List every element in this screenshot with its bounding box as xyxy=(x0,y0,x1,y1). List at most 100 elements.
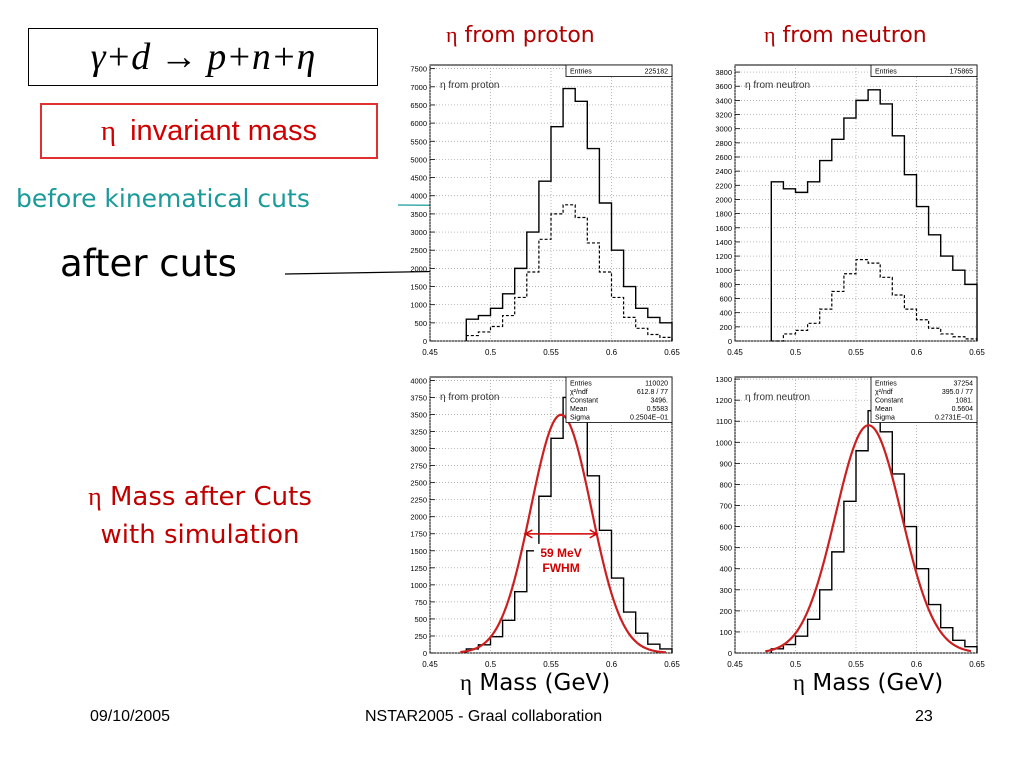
y-tick-label: 2750 xyxy=(410,462,427,471)
stats-key: Constant xyxy=(875,398,903,405)
stats-key: Entries xyxy=(875,381,897,388)
y-tick-label: 1750 xyxy=(410,530,427,539)
footer-center: NSTAR2005 - Graal collaboration xyxy=(365,708,603,725)
reaction-equation: γ+d → p+n+η xyxy=(28,28,378,86)
sim-line1-text: Mass after Cuts xyxy=(110,482,312,512)
y-tick-label: 7500 xyxy=(410,65,427,74)
y-tick-label: 750 xyxy=(414,598,427,607)
stats-value: 0.5583 xyxy=(647,406,669,413)
y-tick-label: 3500 xyxy=(410,410,427,419)
label-sim-line2: with simulation xyxy=(100,520,300,550)
stats-box xyxy=(870,376,978,423)
histogram-label: η from neutron xyxy=(745,392,810,403)
y-tick-label: 3000 xyxy=(410,445,427,454)
y-tick-label: 600 xyxy=(719,295,732,304)
y-tick-label: 1800 xyxy=(715,210,732,219)
stats-key: χ²/ndf xyxy=(570,389,588,396)
histogram-label: η from proton xyxy=(440,392,499,403)
y-tick-label: 4000 xyxy=(410,376,427,385)
x-tick-label: 0.65 xyxy=(664,660,680,669)
col-left-text: from proton xyxy=(464,23,595,48)
y-tick-label: 6000 xyxy=(410,119,427,128)
chart-neutron-fit: 0.45 0.5 0.55 0.6 0.65 0 100 200 300 400 500 600 700… xyxy=(715,375,985,669)
y-tick-label: 1250 xyxy=(410,564,427,573)
stats-value: 1081. xyxy=(955,398,973,405)
y-tick-label: 250 xyxy=(414,632,427,641)
y-tick-label: 100 xyxy=(719,628,732,637)
fwhm-label: FWHM xyxy=(542,561,579,575)
x-tick-label: 0.65 xyxy=(969,348,985,357)
y-tick-label: 1200 xyxy=(715,396,732,405)
x-tick-label: 0.55 xyxy=(543,348,559,357)
y-tick-label: 3000 xyxy=(410,228,427,237)
y-tick-label: 3600 xyxy=(715,82,732,91)
stats-key: χ²/ndf xyxy=(875,389,893,396)
label-before-cuts: before kinematical cuts xyxy=(16,184,310,213)
col-right-eta: η xyxy=(764,22,776,47)
y-tick-label: 2800 xyxy=(715,139,732,148)
stats-box xyxy=(565,376,673,423)
stats-key: Sigma xyxy=(570,415,590,422)
x-tick-label: 0.45 xyxy=(422,348,438,357)
x-tick-label: 0.6 xyxy=(911,348,923,357)
y-tick-label: 3200 xyxy=(715,111,732,120)
y-tick-label: 7000 xyxy=(410,83,427,92)
label-sim-line1: η Mass after Cuts xyxy=(40,478,360,516)
y-tick-label: 400 xyxy=(719,309,732,318)
y-tick-label: 1600 xyxy=(715,224,732,233)
axis-right-text: Mass (GeV) xyxy=(812,670,944,696)
y-tick-label: 0 xyxy=(423,337,427,346)
y-tick-label: 4000 xyxy=(410,192,427,201)
x-tick-label: 0.5 xyxy=(790,660,802,669)
histogram-series-solid xyxy=(770,89,978,341)
x-tick-label: 0.55 xyxy=(848,348,864,357)
y-tick-label: 0 xyxy=(728,337,732,346)
fwhm-label: 59 MeV xyxy=(540,546,581,560)
column-title-neutron: η from neutron xyxy=(764,22,927,48)
chart-proton-before-after: 0.45 0.5 0.55 0.6 0.65 0 500 1000 1500 2000 2500 30… xyxy=(410,64,680,357)
y-tick-label: 5500 xyxy=(410,137,427,146)
stats-value: 0.2504E−01 xyxy=(630,415,668,422)
y-tick-label: 3750 xyxy=(410,393,427,402)
y-tick-label: 300 xyxy=(719,586,732,595)
stats-key: Entries xyxy=(875,69,897,76)
label-after-cuts: after cuts xyxy=(60,242,237,285)
y-tick-label: 1100 xyxy=(716,417,732,426)
y-tick-label: 2200 xyxy=(715,181,732,190)
y-tick-label: 2000 xyxy=(410,264,427,273)
stats-value: 0.2731E−01 xyxy=(935,415,973,422)
y-tick-label: 2000 xyxy=(715,195,732,204)
stats-box xyxy=(870,64,978,77)
y-tick-label: 2400 xyxy=(715,167,732,176)
label-mass-after-cuts-simulation: η Mass after Cuts with simulation xyxy=(40,478,360,554)
stats-value: 395.0 / 77 xyxy=(942,389,973,396)
stats-key: Entries xyxy=(570,69,592,76)
stats-key: Entries xyxy=(570,381,592,388)
y-tick-label: 2000 xyxy=(410,513,427,522)
stats-key: Mean xyxy=(570,406,588,413)
y-tick-label: 600 xyxy=(719,523,732,532)
y-tick-label: 2250 xyxy=(410,496,427,505)
x-tick-label: 0.45 xyxy=(727,660,743,669)
y-tick-label: 1000 xyxy=(410,301,427,310)
y-tick-label: 2500 xyxy=(410,479,427,488)
col-left-eta: η xyxy=(446,22,458,47)
y-tick-label: 0 xyxy=(728,649,732,658)
axis-left-eta: η xyxy=(460,670,473,695)
y-tick-label: 900 xyxy=(719,459,732,468)
fwhm-arrow-right xyxy=(589,529,599,539)
gaussian-fit-curve xyxy=(765,424,972,653)
y-tick-label: 1500 xyxy=(410,547,427,556)
histogram-label: η from proton xyxy=(440,80,499,91)
col-right-text: from neutron xyxy=(782,23,927,48)
y-tick-label: 1400 xyxy=(715,238,732,247)
stats-key: Sigma xyxy=(875,415,895,422)
title-eta-symbol: η xyxy=(100,114,117,147)
y-tick-label: 3000 xyxy=(715,125,732,134)
x-tick-label: 0.65 xyxy=(969,660,985,669)
stats-value: 612.8 / 77 xyxy=(637,389,668,396)
x-tick-label: 0.45 xyxy=(727,348,743,357)
footer-date: 09/10/2005 xyxy=(90,708,171,725)
stats-value: 3496. xyxy=(650,398,668,405)
y-tick-label: 800 xyxy=(719,480,732,489)
